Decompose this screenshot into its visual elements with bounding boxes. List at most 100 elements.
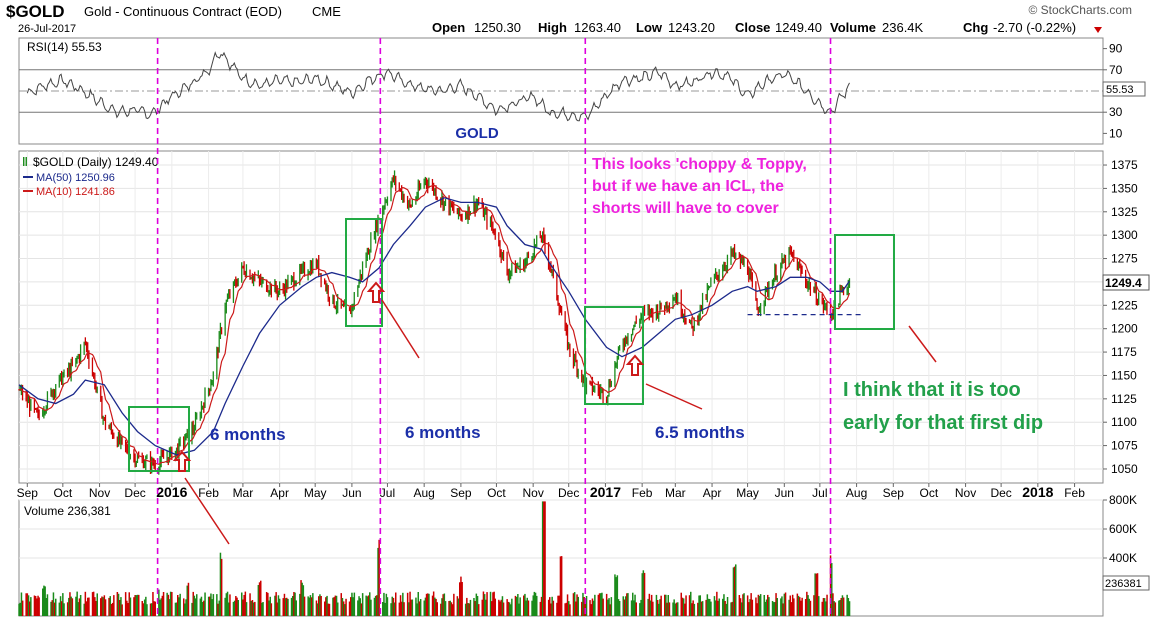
volume-bar <box>585 596 588 616</box>
volume-bar <box>519 597 521 616</box>
volume-bar <box>20 592 23 616</box>
volume-bar <box>127 603 129 616</box>
volume-bar <box>573 592 576 616</box>
volume-bar <box>597 594 600 616</box>
volume-bar <box>801 597 803 616</box>
volume-bar <box>270 603 273 616</box>
volume-bar <box>27 595 30 616</box>
volume-bar <box>287 598 289 616</box>
volume-current-box <box>1102 575 1150 591</box>
pointer-line <box>908 325 937 363</box>
volume-bar <box>177 595 179 616</box>
x-tick-label: Dec <box>124 486 145 500</box>
volume-bar <box>18 603 20 616</box>
volume-bar <box>551 596 553 616</box>
volume-bar <box>398 602 401 616</box>
x-tick-label: Sep <box>17 486 39 500</box>
volume-bar <box>500 599 502 616</box>
volume-bar <box>77 602 79 616</box>
volume-bar <box>328 603 331 616</box>
volume-bar <box>444 601 447 616</box>
volume-bar <box>842 597 845 616</box>
volume-bar <box>275 592 277 616</box>
x-tick-label: Nov <box>89 486 110 500</box>
volume-bar <box>508 602 511 616</box>
volume-bar <box>209 596 211 616</box>
x-tick-label: Jun <box>775 486 794 500</box>
x-tick-label: Sep <box>450 486 472 500</box>
volume-bar <box>178 597 180 616</box>
volume-bar <box>55 598 57 616</box>
volume-bar <box>572 593 575 616</box>
volume-bar <box>467 603 469 616</box>
volume-bar <box>251 600 254 616</box>
volume-bar <box>325 597 327 616</box>
volume-bar <box>236 597 238 616</box>
chg-label: Chg <box>963 20 988 35</box>
volume-bar <box>416 603 418 616</box>
volume-bar <box>633 600 635 616</box>
volume-bar <box>600 593 602 616</box>
volume-bar <box>575 601 577 616</box>
volume-bar <box>489 591 492 616</box>
rsi-tick-label: 30 <box>1109 105 1123 119</box>
x-tick-label: Oct <box>920 486 939 500</box>
price-tick-label: 1350 <box>1111 181 1138 195</box>
volume-bar <box>460 576 462 616</box>
volume-bar <box>427 593 429 616</box>
volume-bar <box>162 592 165 616</box>
volume-bar <box>166 592 168 616</box>
volume-bar <box>566 594 569 616</box>
volume-bar <box>743 593 745 616</box>
volume-bar <box>560 556 563 616</box>
volume-bar <box>353 592 356 616</box>
ma10-legend-label: MA(10) 1241.86 <box>36 186 115 198</box>
volume-bar <box>459 582 461 616</box>
volume-bar <box>815 573 818 616</box>
price-current-value: 1249.4 <box>1105 276 1142 290</box>
volume-bar <box>235 596 237 616</box>
open-value: 1250.30 <box>474 20 521 35</box>
volume-bar <box>38 597 40 616</box>
volume-bar <box>113 595 115 616</box>
volume-bar <box>42 588 44 616</box>
volume-bar <box>152 592 154 616</box>
volume-bar <box>464 603 467 616</box>
volume-bar <box>138 594 140 616</box>
volume-bar <box>200 596 203 616</box>
volume-bar <box>319 594 321 616</box>
volume-bar <box>533 591 536 616</box>
volume-bar <box>52 592 55 616</box>
volume-bar <box>847 598 850 616</box>
volume-bar <box>269 596 271 616</box>
volume-bar <box>797 595 800 616</box>
volume-bar <box>374 595 377 616</box>
green-note: I think that it is too early for that fi… <box>843 379 1043 434</box>
volume-bar <box>378 539 380 616</box>
volume-bar <box>718 598 720 616</box>
volume-bar <box>473 598 475 616</box>
x-tick-label: Dec <box>558 486 579 500</box>
price-tick-label: 1050 <box>1111 462 1138 476</box>
volume-bar <box>326 595 328 616</box>
volume-bar <box>756 603 758 616</box>
volume-bar <box>62 593 64 616</box>
volume-bar <box>776 598 778 616</box>
volume-bar <box>391 596 393 616</box>
ma50-line <box>18 197 851 456</box>
down-triangle-icon <box>1094 27 1102 33</box>
volume-bar <box>393 602 396 616</box>
volume-bar <box>135 595 138 616</box>
volume-bar <box>260 580 262 616</box>
volume-bar <box>302 585 305 616</box>
volume-bar <box>116 592 119 616</box>
volume-bar <box>299 593 301 616</box>
pointer-line <box>184 477 230 545</box>
volume-bar <box>534 592 537 616</box>
volume-bar <box>594 594 596 616</box>
volume-bar <box>749 599 751 616</box>
volume-bar <box>821 601 823 616</box>
volume-bar <box>51 600 53 616</box>
volume-bar <box>267 592 269 616</box>
volume-bar <box>186 585 188 616</box>
